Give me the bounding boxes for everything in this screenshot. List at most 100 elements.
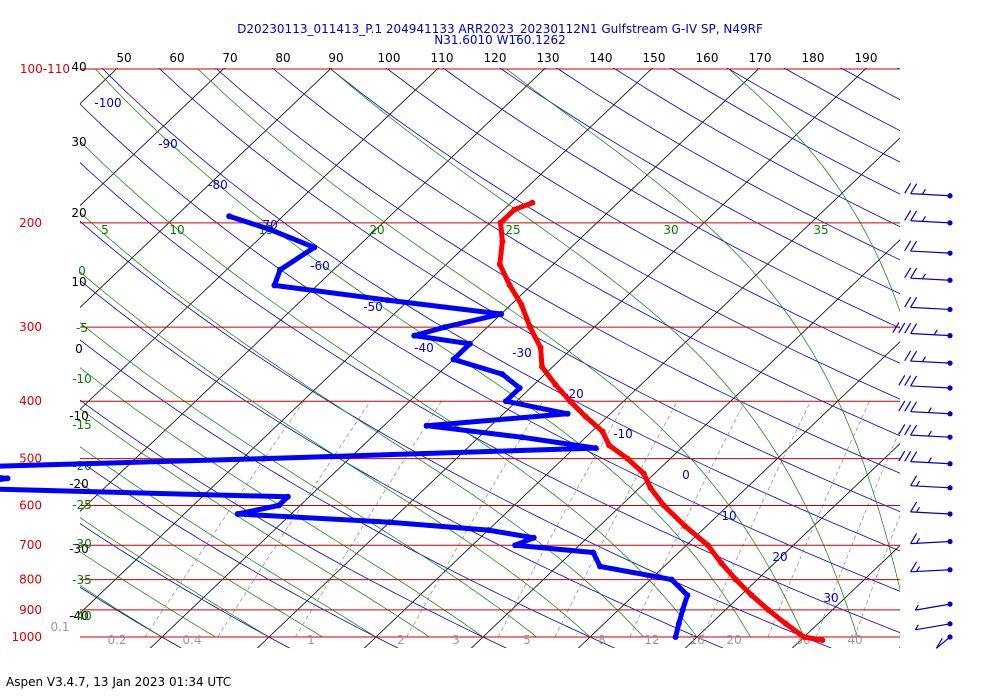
moist-adiabat-label: -40 <box>72 609 92 623</box>
temperature-point <box>539 363 545 370</box>
dry-adiabat-line <box>612 68 900 228</box>
dewpoint-point <box>512 542 519 549</box>
moist-adiabat-label: 30 <box>663 223 678 237</box>
isotherm-line <box>256 68 868 648</box>
temperature-point <box>567 398 574 405</box>
dry-adiabat-line <box>80 460 399 648</box>
dry-adiabat-line <box>328 68 900 400</box>
temperature-point <box>718 560 725 566</box>
dewpoint-point <box>441 324 448 331</box>
moist-adiabat-line <box>95 68 751 638</box>
wind-barb <box>892 322 953 339</box>
dry-adiabat-label: -90 <box>158 137 178 151</box>
pressure-label: 100-110 <box>20 62 70 76</box>
dewpoint-point <box>518 434 525 441</box>
top-axis-tick: 60 <box>169 51 184 65</box>
dewpoint-point <box>284 493 291 500</box>
footer-caption: Aspen V3.4.7, 13 Jan 2023 01:34 UTC <box>6 675 231 689</box>
dry-adiabat-line <box>499 68 900 295</box>
moist-adiabat-label: 20 <box>369 223 384 237</box>
dry-adiabat-line <box>897 68 900 70</box>
moist-adiabat-line <box>506 68 900 591</box>
isotherm-label: 20 <box>71 206 86 220</box>
temperature-point <box>782 620 789 627</box>
dry-adiabat-line <box>80 586 182 648</box>
wind-barb <box>910 501 953 517</box>
dry-adiabat-line <box>726 68 900 163</box>
moist-adiabat-line <box>80 212 644 638</box>
top-axis-tick: 180 <box>802 51 825 65</box>
moist-adiabat-label: -15 <box>72 418 92 432</box>
isotherm-label: -40 <box>69 609 89 623</box>
moist-adiabat-line <box>728 68 900 313</box>
temperature-point <box>529 199 536 206</box>
temperature-point <box>682 523 688 530</box>
isotherm-label: -10 <box>69 409 89 423</box>
dewpoint-point <box>502 398 509 405</box>
dry-adiabat-line <box>101 68 900 552</box>
top-axis-tick: 160 <box>696 51 719 65</box>
pressure-label: 400 <box>19 394 42 408</box>
top-axis-tick: 190 <box>855 51 878 65</box>
isotherm-line <box>0 44 35 649</box>
mixing-ratio-label: 0.1 <box>50 620 69 634</box>
isotherm-line <box>791 545 900 648</box>
wind-barb <box>910 561 953 573</box>
top-axis-tick: 140 <box>590 51 613 65</box>
dry-adiabat-line <box>669 68 900 195</box>
moist-adiabat-label: -30 <box>72 537 92 551</box>
mixing-ratio-label: 0.2 <box>107 633 126 647</box>
top-axis-tick: 150 <box>643 51 666 65</box>
top-axis-tick: 80 <box>275 51 290 65</box>
top-axis-tick: 130 <box>537 51 560 65</box>
dewpoint-point <box>411 332 418 339</box>
dewpoint-point <box>668 576 675 583</box>
dewpoint-point <box>485 527 492 534</box>
dewpoint-point <box>684 592 691 599</box>
temperature-point <box>506 282 513 289</box>
dry-adiabat-line <box>385 68 900 364</box>
isotherm-line <box>80 68 333 309</box>
moist-adiabat-label: 25 <box>505 223 520 237</box>
dewpoint-point <box>384 297 391 304</box>
moist-adiabat-line <box>80 446 377 638</box>
dewpoint-point <box>275 502 282 509</box>
wind-barb <box>904 350 953 366</box>
dewpoint-point <box>516 385 523 391</box>
mixing-ratio-label: 12 <box>644 633 659 647</box>
dry-adiabat-label: 0 <box>682 468 690 482</box>
top-axis-tick: 70 <box>222 51 237 65</box>
dewpoint-point <box>386 519 393 526</box>
dewpoint-point <box>271 282 278 289</box>
moist-adiabat-line <box>80 517 270 638</box>
dry-adiabat-label: -60 <box>310 259 330 273</box>
temperature-point <box>647 484 654 491</box>
dry-adiabat-label: 30 <box>823 591 838 605</box>
dry-adiabat-label: -10 <box>613 427 633 441</box>
wind-barb <box>898 450 953 467</box>
temperature-point <box>801 634 807 640</box>
dewpoint-point <box>311 244 318 251</box>
temperature-point <box>496 261 503 268</box>
dewpoint-line <box>0 213 690 640</box>
dewpoint-point <box>277 266 284 273</box>
thermo-grid <box>0 44 900 649</box>
wind-barb <box>914 601 953 611</box>
temperature-point <box>511 206 518 213</box>
wind-barb <box>910 475 953 491</box>
temperature-point <box>599 428 606 435</box>
temperature-point <box>640 470 647 477</box>
dry-adiabat-line <box>80 523 291 648</box>
mixing-ratio-label: 16 <box>689 633 704 647</box>
wind-barb <box>898 374 953 391</box>
mixing-ratio-label: 40 <box>847 633 862 647</box>
chart-title-line1: D20230113_011413_P.1 204941133 ARR2023_2… <box>237 22 763 36</box>
pressure-label: 300 <box>19 320 42 334</box>
mixing-ratio-label: 5 <box>523 633 531 647</box>
isotherm-line <box>80 68 226 207</box>
dry-adiabat-label: -40 <box>414 341 434 355</box>
temperature-point <box>606 442 613 449</box>
pressure-label: 500 <box>19 452 42 466</box>
dewpoint-point <box>499 371 506 378</box>
isotherm-line <box>577 341 900 648</box>
